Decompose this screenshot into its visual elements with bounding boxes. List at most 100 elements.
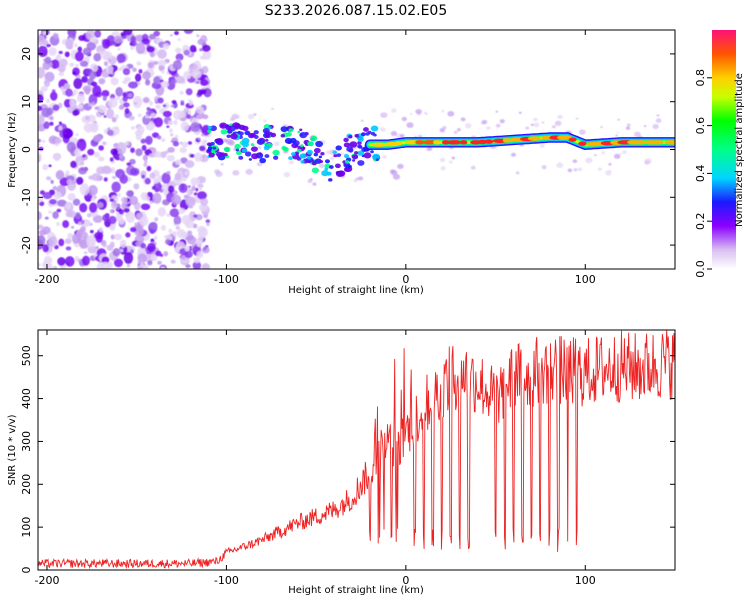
ridge-peak (664, 140, 675, 145)
spectral-noise-blob (184, 171, 189, 176)
spectral-noise-blob (110, 148, 119, 156)
spectrogram-xtick-label: -100 (214, 273, 239, 286)
spectral-noise-blob (166, 125, 170, 128)
spectral-noise-blob (152, 60, 159, 65)
spectral-noise-blob (128, 142, 132, 146)
spectral-noise-blob (572, 159, 578, 164)
spectral-noise-blob (106, 129, 114, 136)
spectral-noise-blob (70, 225, 75, 229)
ridge-cluster-blob (286, 132, 292, 137)
spectral-noise-blob (38, 153, 42, 162)
spectral-noise-blob (232, 169, 240, 176)
ridge-cluster-blob (282, 146, 288, 151)
ridge-cluster-blob (265, 138, 269, 142)
spectral-noise-blob (179, 147, 188, 154)
ridge-cluster-blob (270, 132, 277, 138)
spectral-noise-blob (58, 50, 63, 55)
spectral-noise-blob (176, 223, 180, 228)
spectral-noise-blob (44, 216, 49, 220)
ridge-cluster-blob (320, 152, 325, 156)
spectral-noise-blob (53, 191, 62, 200)
spectral-noise-blob (77, 160, 85, 166)
spectral-noise-blob (613, 153, 621, 159)
spectral-noise-blob (178, 207, 186, 214)
spectral-noise-blob (187, 185, 191, 189)
spectral-noise-blob (616, 131, 620, 134)
spectral-noise-blob (166, 213, 171, 217)
spectral-noise-blob (62, 220, 70, 229)
spectral-noise-blob (52, 185, 58, 191)
spectral-noise-blob (600, 126, 603, 129)
spectral-noise-blob (93, 65, 98, 70)
ridge-cluster-blob (262, 127, 270, 134)
spectral-noise-blob (196, 239, 203, 248)
spectral-noise-blob (149, 101, 154, 106)
ridge-cluster-blob (299, 153, 307, 159)
ridge-cluster-blob (241, 148, 248, 153)
spectral-noise-blob (88, 71, 97, 80)
spectral-noise-blob (42, 261, 49, 268)
spectral-noise-blob (415, 109, 422, 115)
ridge-cluster-blob (238, 155, 244, 160)
spectral-noise-blob (92, 85, 102, 97)
spectral-noise-blob (56, 221, 60, 226)
spectral-noise-blob (102, 141, 107, 146)
ridge-cluster-blob (311, 167, 319, 174)
spectral-noise-blob (153, 235, 158, 240)
spectral-noise-blob (149, 200, 154, 205)
spectral-noise-blob (161, 69, 165, 74)
ridge-cluster-blob (315, 140, 324, 148)
spectral-noise-blob (87, 148, 95, 156)
spectral-noise-blob (65, 170, 70, 176)
colorbar-tick-label: 0.2 (694, 212, 707, 230)
spectral-noise-blob (53, 33, 59, 40)
spectral-noise-blob (608, 162, 612, 166)
spectral-noise-blob (126, 263, 131, 268)
spectral-noise-blob (392, 173, 401, 180)
snr-y-axis-label: SNR (10 * v/v) (7, 414, 18, 485)
spectral-noise-blob (110, 77, 119, 86)
ridge-cluster-blob (313, 152, 319, 157)
spectral-noise-blob (172, 140, 179, 147)
spectral-noise-blob (617, 118, 620, 121)
spectral-noise-blob (123, 208, 130, 213)
spectral-noise-blob (200, 88, 207, 95)
spectral-noise-blob (124, 107, 130, 115)
spectral-noise-blob (256, 161, 263, 167)
spectral-noise-blob (75, 212, 81, 220)
spectral-noise-blob (380, 112, 388, 118)
spectral-noise-blob (358, 176, 364, 181)
spectral-noise-blob (134, 73, 142, 82)
spectral-noise-blob (82, 219, 91, 227)
spectral-noise-blob (149, 51, 155, 58)
spectral-noise-blob (46, 43, 51, 48)
spectral-noise-blob (202, 44, 211, 52)
spectral-noise-blob (189, 154, 195, 158)
spectral-noise-blob (88, 240, 96, 247)
spectral-noise-blob (401, 116, 407, 122)
snr-ytick-label: 500 (20, 345, 33, 366)
spectral-noise-blob (69, 98, 76, 107)
spectral-noise-blob (439, 157, 446, 163)
spectral-noise-blob (510, 152, 516, 157)
ridge-cluster-blob (302, 146, 306, 150)
ridge-cluster-blob (250, 146, 258, 152)
ridge-peak (422, 140, 437, 145)
spectral-noise-blob (130, 249, 135, 254)
spectral-noise-blob (93, 151, 101, 158)
spectral-noise-blob (160, 224, 166, 231)
spectral-noise-blob (82, 47, 92, 56)
spectral-noise-blob (186, 235, 197, 245)
spectral-noise-blob (103, 177, 108, 182)
spectral-noise-blob (75, 63, 79, 68)
ridge-cluster-blob (235, 148, 240, 152)
ridge-cluster-blob (207, 146, 213, 150)
ridge-cluster-blob (306, 149, 313, 155)
spectral-noise-blob (86, 213, 92, 218)
spectral-noise-blob (153, 181, 162, 192)
spectral-noise-blob (178, 183, 188, 193)
spectral-noise-blob (585, 157, 593, 164)
spectral-noise-blob (96, 262, 105, 269)
ridge-cluster-blob (352, 159, 356, 162)
spectral-noise-blob (515, 171, 520, 175)
